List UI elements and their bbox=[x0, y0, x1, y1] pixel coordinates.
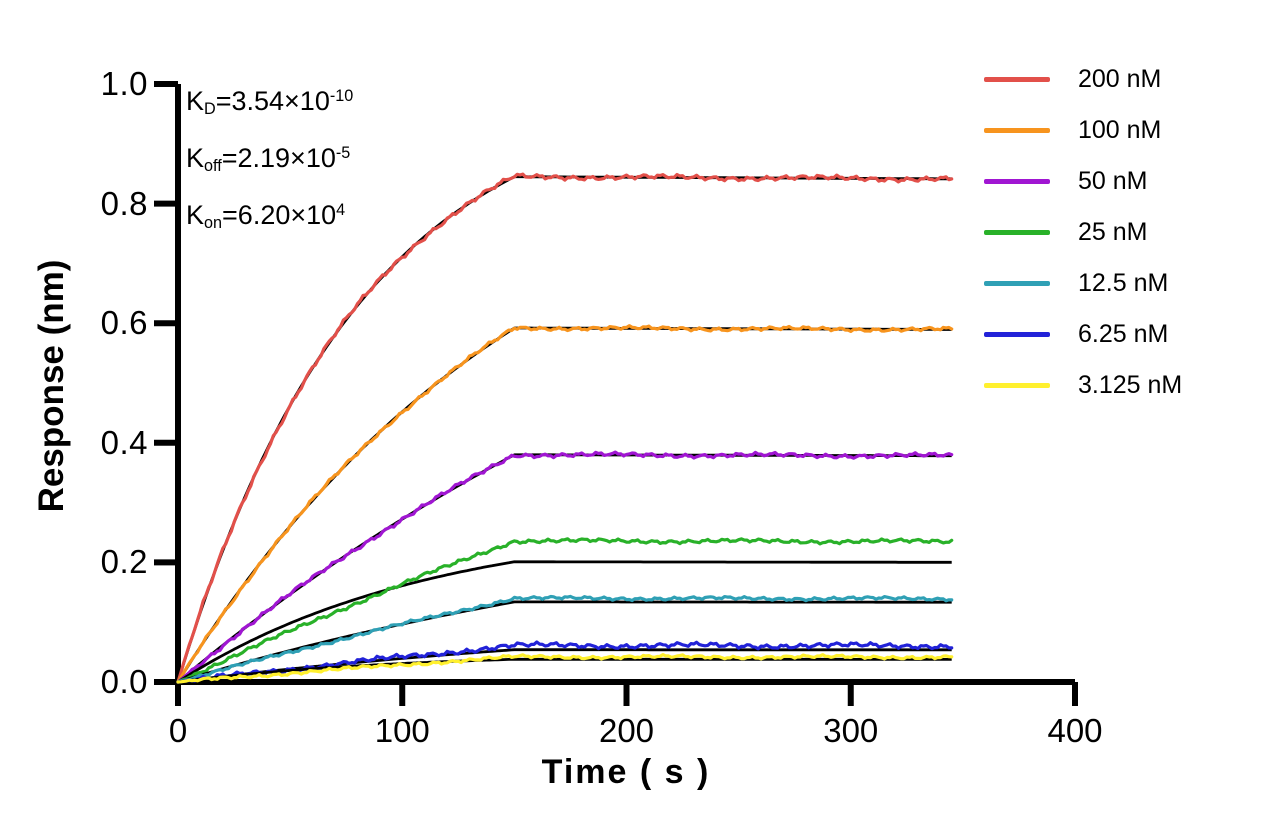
data-curve-200-nm bbox=[176, 172, 954, 684]
legend-label-200-nm: 200 nM bbox=[1078, 65, 1162, 93]
x-tick-label-400: 400 bbox=[1047, 712, 1103, 749]
legend-item-6-25-nm: 6.25 nM bbox=[984, 309, 1182, 360]
legend-label-3-125-nm: 3.125 nM bbox=[1078, 371, 1183, 399]
legend-swatch-6-25-nm bbox=[984, 332, 1050, 337]
kd-exp: -10 bbox=[329, 87, 354, 105]
kinetics-annotation: KD=3.54×10-10 Koff=2.19×10-5 Kon=6.20×10… bbox=[186, 74, 353, 245]
kd-mid: =3.54×10 bbox=[215, 85, 330, 116]
data-curve-25-nm bbox=[176, 537, 954, 684]
koff-exp: -5 bbox=[335, 143, 351, 162]
x-tick-label-0: 0 bbox=[168, 712, 188, 749]
kon-exp: 4 bbox=[336, 200, 346, 219]
legend-swatch-50-nm bbox=[984, 179, 1050, 184]
kon-mid: =6.20×10 bbox=[222, 199, 337, 230]
koff-sub: off bbox=[204, 156, 222, 175]
y-tick-label-0.2: 0.2 bbox=[100, 543, 148, 581]
legend-swatch-12-5-nm bbox=[984, 281, 1050, 286]
legend-swatch-100-nm bbox=[984, 128, 1050, 133]
legend-item-50-nm: 50 nM bbox=[984, 156, 1182, 207]
y-tick-label-0.8: 0.8 bbox=[100, 184, 148, 222]
koff-mid: =2.19×10 bbox=[221, 142, 336, 173]
data-curve-3-125-nm bbox=[176, 653, 954, 684]
y-axis-title: Response (nm) bbox=[32, 259, 71, 513]
x-axis-title: Time ( s ) bbox=[541, 753, 711, 791]
fit-curve-200-nm bbox=[176, 175, 952, 683]
x-tick-label-100: 100 bbox=[374, 712, 430, 749]
y-tick-label-0.0: 0.0 bbox=[100, 663, 148, 700]
legend-label-12-5-nm: 12.5 nM bbox=[1078, 269, 1169, 297]
kon-base: K bbox=[186, 199, 205, 230]
y-tick-label-0.4: 0.4 bbox=[100, 423, 148, 461]
legend-swatch-200-nm bbox=[984, 77, 1050, 82]
kd-value-line: KD=3.54×10-10 bbox=[186, 74, 353, 131]
legend-item-12-5-nm: 12.5 nM bbox=[984, 258, 1182, 309]
data-curve-50-nm bbox=[176, 450, 954, 684]
legend-item-200-nm: 200 nM bbox=[984, 54, 1182, 105]
x-tick-label-300: 300 bbox=[823, 712, 879, 749]
legend-label-25-nm: 25 nM bbox=[1078, 218, 1148, 246]
fit-curve-3-125-nm bbox=[177, 657, 952, 684]
legend-label-50-nm: 50 nM bbox=[1078, 167, 1148, 195]
koff-base: K bbox=[186, 142, 205, 173]
legend-swatch-3-125-nm bbox=[984, 383, 1050, 388]
legend-label-6-25-nm: 6.25 nM bbox=[1078, 320, 1169, 348]
data-curve-6-25-nm bbox=[176, 640, 954, 684]
legend-item-25-nm: 25 nM bbox=[984, 207, 1182, 258]
y-tick-label-0.6: 0.6 bbox=[100, 304, 148, 342]
kd-base: K bbox=[186, 85, 205, 116]
legend: 200 nM 100 nM 50 nM 25 nM 12.5 nM 6.25 nM 3.12… bbox=[984, 54, 1182, 411]
kon-value-line: Kon=6.20×104 bbox=[186, 188, 353, 245]
legend-label-100-nm: 100 nM bbox=[1078, 116, 1162, 144]
data-curve-12-5-nm bbox=[176, 594, 954, 684]
legend-item-100-nm: 100 nM bbox=[984, 105, 1182, 156]
fit-curve-25-nm bbox=[177, 560, 952, 684]
y-tick-label-1.0: 1.0 bbox=[100, 65, 148, 102]
kon-sub: on bbox=[204, 213, 223, 232]
legend-item-3-125-nm: 3.125 nM bbox=[984, 360, 1182, 411]
koff-value-line: Koff=2.19×10-5 bbox=[186, 131, 353, 188]
x-tick-label-200: 200 bbox=[598, 712, 655, 749]
legend-swatch-25-nm bbox=[984, 230, 1050, 235]
kd-sub: D bbox=[204, 99, 216, 118]
data-curve-100-nm bbox=[176, 324, 954, 684]
